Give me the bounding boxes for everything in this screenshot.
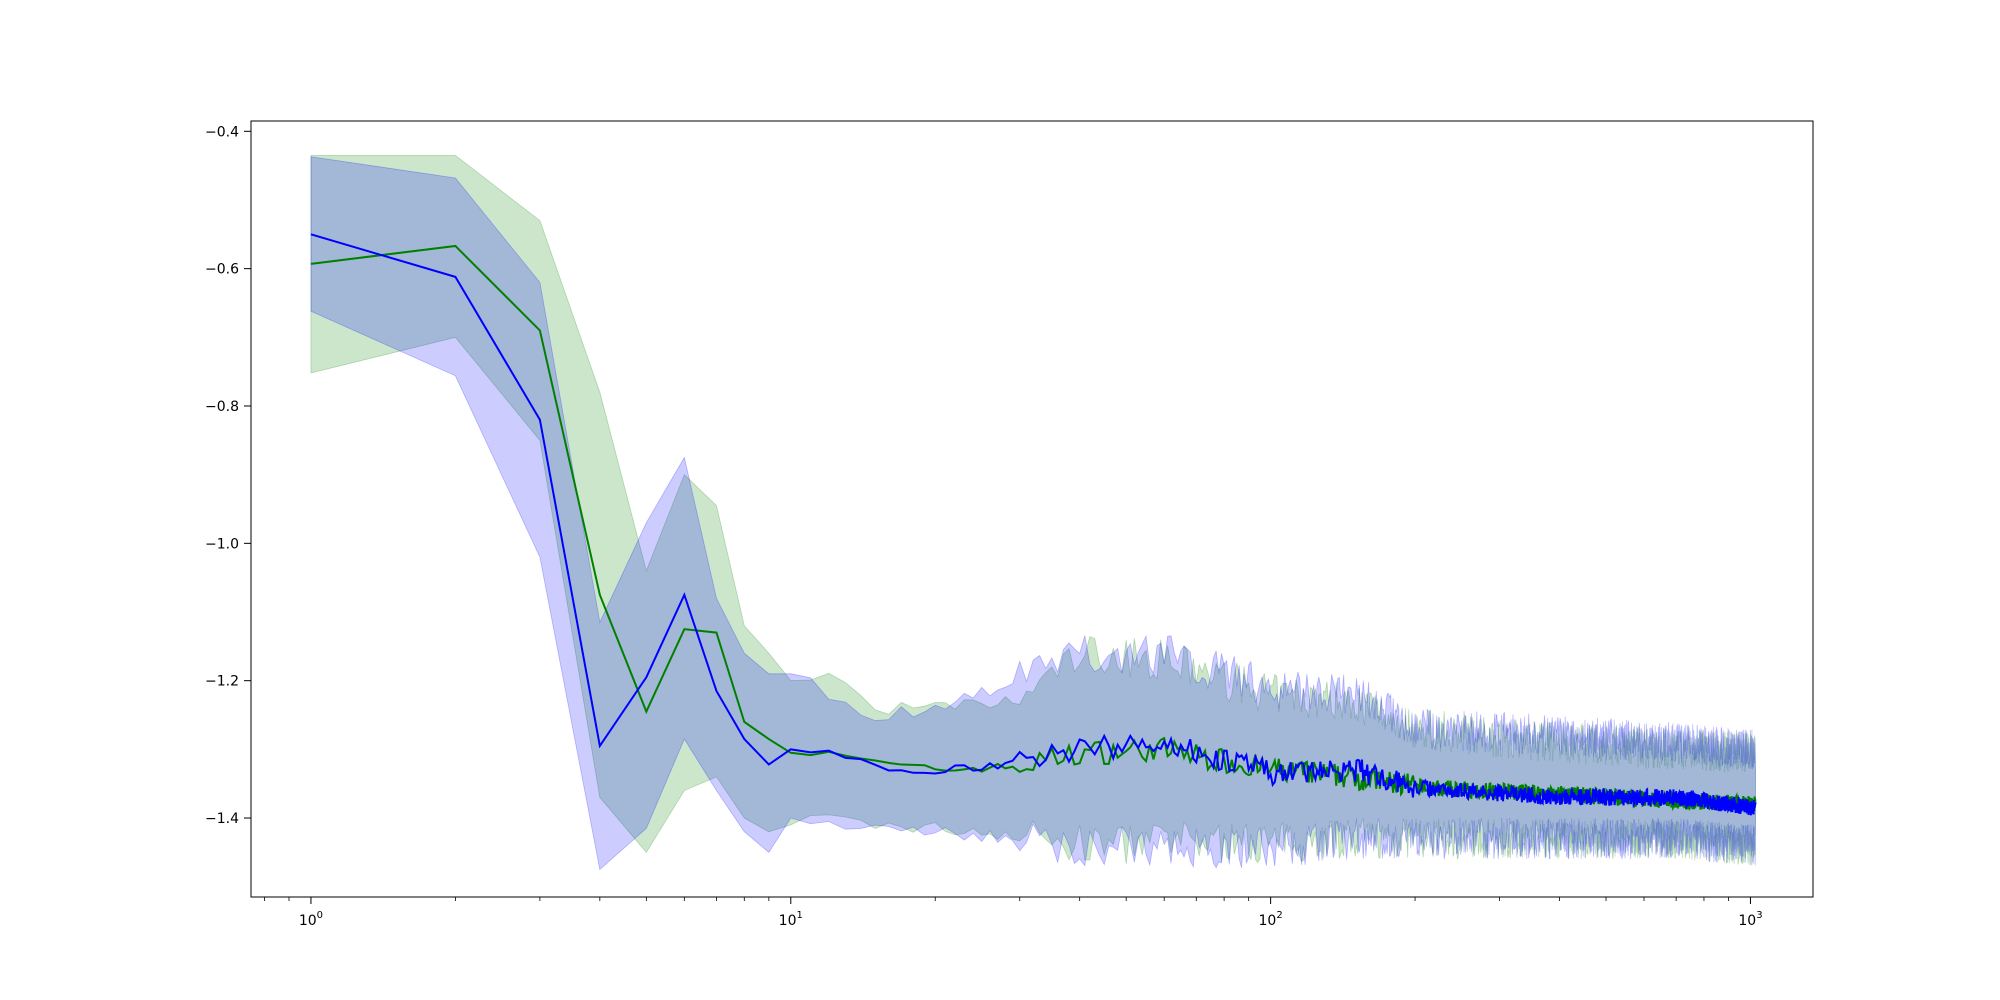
x-tick-label: 100 bbox=[299, 910, 323, 929]
x-tick-label: 102 bbox=[1259, 910, 1283, 929]
series-1-band bbox=[310, 156, 1756, 871]
x-tick-label: 101 bbox=[779, 910, 803, 929]
y-tick-label: −1.0 bbox=[205, 536, 239, 552]
y-tick-label: −1.2 bbox=[205, 674, 239, 690]
y-tick-label: −0.6 bbox=[205, 262, 239, 278]
x-axis: 100 101 102 103 bbox=[264, 897, 1763, 929]
series-lines bbox=[310, 233, 1757, 816]
series-0-band bbox=[310, 154, 1756, 866]
y-tick-label: −0.8 bbox=[205, 399, 239, 415]
confidence-bands bbox=[310, 154, 1756, 871]
plot-frame bbox=[250, 120, 1814, 898]
x-tick-label: 103 bbox=[1738, 910, 1762, 929]
y-tick-label: −1.4 bbox=[205, 811, 239, 827]
y-axis: −0.4 −0.6 −0.8 −1.0 −1.2 −1.4 bbox=[205, 124, 251, 827]
series-1-line bbox=[310, 233, 1757, 816]
y-tick-label: −0.4 bbox=[205, 124, 239, 140]
